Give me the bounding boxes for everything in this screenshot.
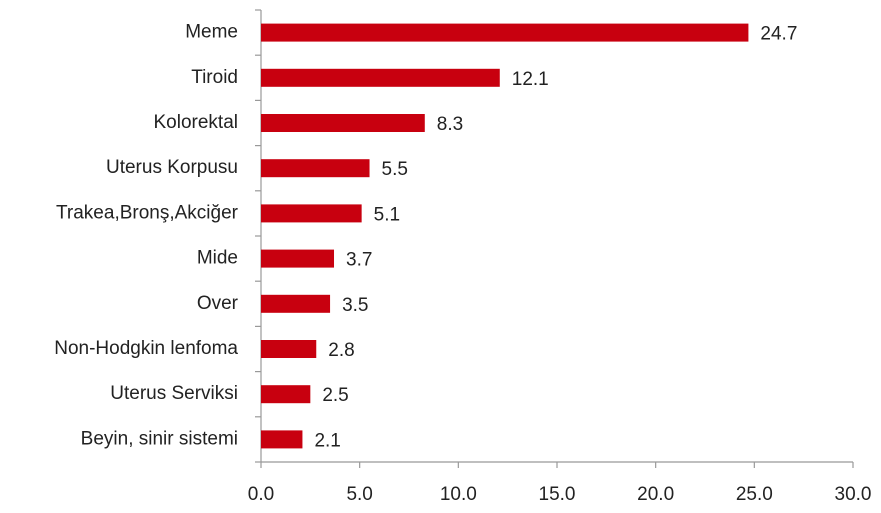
bar — [261, 385, 311, 404]
x-tick-label: 20.0 — [637, 484, 674, 505]
y-tick-label: Tiroid — [191, 67, 238, 88]
x-tick-label: 5.0 — [346, 484, 372, 505]
data-label: 3.5 — [342, 295, 368, 316]
y-tick-label: Over — [197, 293, 239, 314]
y-tick-label: Trakea,Bronş,Akciğer — [56, 202, 239, 223]
data-label: 2.8 — [328, 340, 354, 361]
x-tick-label: 30.0 — [835, 484, 872, 505]
bar — [261, 294, 331, 313]
data-label: 2.1 — [314, 430, 340, 451]
data-label: 5.5 — [382, 159, 408, 180]
bar — [261, 159, 370, 178]
y-tick-label: Uterus Serviksi — [110, 383, 238, 404]
y-tick-label: Uterus Korpusu — [106, 157, 238, 178]
bar — [261, 68, 500, 87]
y-tick-label: Mide — [197, 248, 238, 269]
y-tick-label: Non-Hodgkin lenfoma — [54, 338, 238, 359]
x-tick-label: 0.0 — [248, 484, 274, 505]
bar — [261, 204, 362, 223]
bar — [261, 430, 303, 449]
x-tick-label: 10.0 — [440, 484, 477, 505]
bar — [261, 249, 335, 268]
data-label: 5.1 — [374, 204, 400, 225]
y-tick-label: Kolorektal — [154, 112, 239, 133]
x-tick-label: 15.0 — [539, 484, 576, 505]
data-label: 8.3 — [437, 114, 463, 135]
y-tick-label: Beyin, sinir sistemi — [81, 428, 238, 449]
x-tick-label: 25.0 — [736, 484, 773, 505]
data-label: 3.7 — [346, 250, 372, 271]
data-label: 24.7 — [760, 24, 797, 45]
bar — [261, 23, 749, 42]
bar — [261, 340, 317, 358]
bar — [261, 114, 425, 132]
data-label: 2.5 — [322, 385, 348, 406]
y-tick-label: Meme — [185, 22, 238, 43]
data-label: 12.1 — [512, 69, 549, 90]
